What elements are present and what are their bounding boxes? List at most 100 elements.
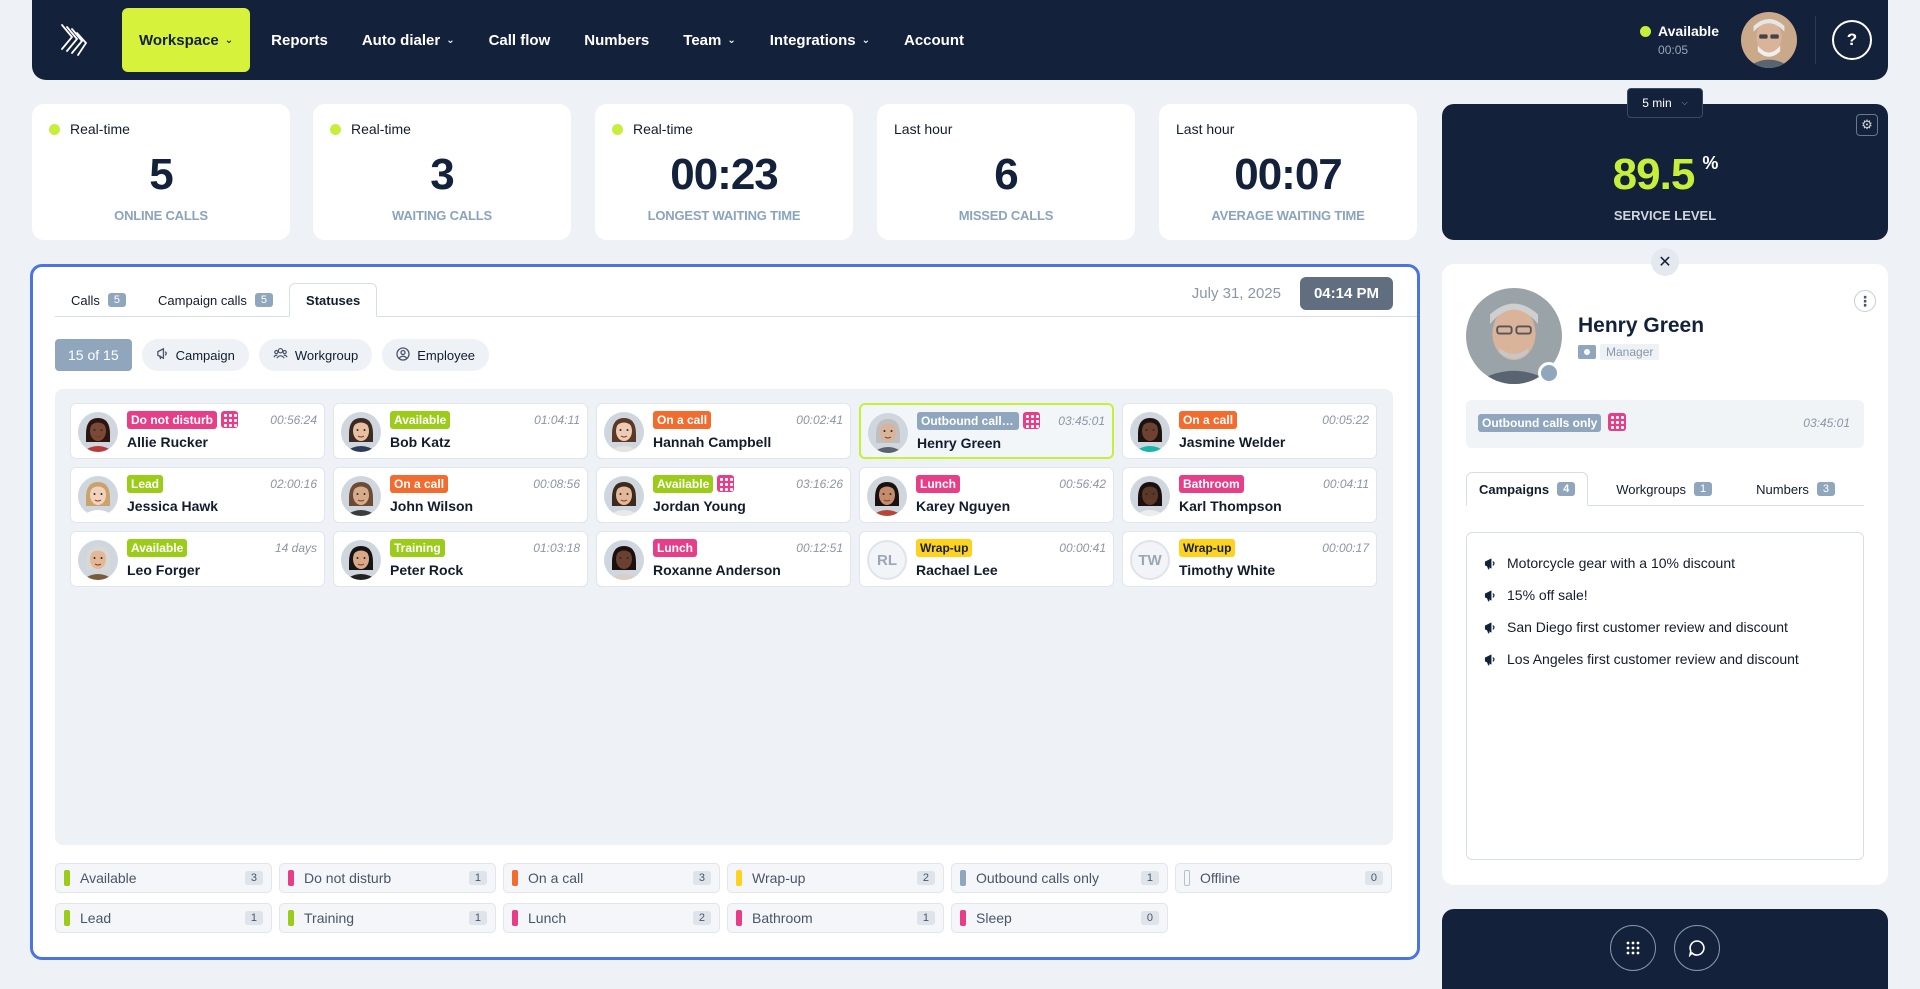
agent-card[interactable]: On a call 00:08:56 John Wilson bbox=[333, 467, 588, 523]
status-color-swatch bbox=[960, 910, 966, 926]
stat-period: Last hour bbox=[894, 121, 952, 137]
dialpad-icon[interactable] bbox=[1610, 925, 1656, 971]
legend-item-sleep[interactable]: Sleep 0 bbox=[951, 903, 1168, 933]
agent-avatar bbox=[78, 476, 118, 516]
legend-label: Available bbox=[80, 870, 137, 886]
status-duration: 00:04:11 bbox=[1323, 477, 1369, 491]
nav-item-call-flow[interactable]: Call flow bbox=[472, 8, 568, 72]
status-duration: 01:04:11 bbox=[534, 413, 580, 427]
agent-card[interactable]: Outbound calls only 03:45:01 Henry Green bbox=[859, 403, 1114, 459]
agent-card[interactable]: Available 14 days Leo Forger bbox=[70, 531, 325, 587]
tab-label: Calls bbox=[71, 292, 100, 308]
stat-card-waiting-calls: Real-time 3 WAITING CALLS bbox=[313, 104, 571, 240]
campaign-name: San Diego first customer review and disc… bbox=[1507, 619, 1788, 635]
panel-tabs: Calls 5 Campaign calls 5 Statuses bbox=[55, 283, 378, 317]
agent-avatar-initials: TW bbox=[1130, 540, 1170, 580]
legend-item-available[interactable]: Available 3 bbox=[55, 863, 272, 893]
nav-item-workspace[interactable]: Workspace ⌄ bbox=[122, 8, 251, 72]
nav-menu: Workspace ⌄ Reports Auto dialer ⌄ Call flow Nu… bbox=[122, 0, 981, 80]
current-user-avatar[interactable] bbox=[1741, 12, 1797, 68]
role-icon bbox=[1578, 345, 1596, 359]
agent-card[interactable]: TW Wrap-up 00:00:17 Timothy White bbox=[1122, 531, 1377, 587]
status-badge: Bathroom bbox=[1179, 475, 1244, 493]
status-badge: Training bbox=[390, 539, 445, 557]
legend-item-on-a-call[interactable]: On a call 3 bbox=[503, 863, 720, 893]
campaign-filter[interactable]: Campaign bbox=[141, 339, 249, 371]
tab-statuses[interactable]: Statuses bbox=[289, 283, 378, 317]
legend-item-outbound-calls-only[interactable]: Outbound calls only 1 bbox=[951, 863, 1168, 893]
tab-divider bbox=[55, 316, 1417, 317]
help-icon[interactable]: ? bbox=[1832, 20, 1872, 60]
agent-avatar bbox=[1130, 476, 1170, 516]
legend-item-lunch[interactable]: Lunch 2 bbox=[503, 903, 720, 933]
legend-label: Wrap-up bbox=[752, 870, 806, 886]
tab-label: Statuses bbox=[306, 292, 361, 308]
campaign-list-item[interactable]: Los Angeles first customer review and di… bbox=[1483, 643, 1847, 675]
close-icon[interactable]: ✕ bbox=[1651, 248, 1679, 276]
agent-card[interactable]: Available 01:04:11 Bob Katz bbox=[333, 403, 588, 459]
legend-item-lead[interactable]: Lead 1 bbox=[55, 903, 272, 933]
tab-calls[interactable]: Calls 5 bbox=[55, 283, 142, 317]
agent-avatar bbox=[604, 412, 644, 452]
legend-item-wrap-up[interactable]: Wrap-up 2 bbox=[727, 863, 944, 893]
stat-caption: MISSED CALLS bbox=[958, 208, 1054, 223]
user-circle-icon bbox=[396, 346, 410, 364]
gear-icon[interactable]: ⚙ bbox=[1856, 114, 1878, 136]
workgroup-filter[interactable]: Workgroup bbox=[258, 339, 373, 371]
stat-value: 6 bbox=[994, 150, 1018, 199]
agent-card[interactable]: Lunch 00:12:51 Roxanne Anderson bbox=[596, 531, 851, 587]
nav-item-integrations[interactable]: Integrations ⌄ bbox=[753, 8, 887, 72]
legend-item-bathroom[interactable]: Bathroom 1 bbox=[727, 903, 944, 933]
agent-name: Hannah Campbell bbox=[653, 434, 772, 450]
legend-item-do-not-disturb[interactable]: Do not disturb 1 bbox=[279, 863, 496, 893]
chat-icon[interactable] bbox=[1674, 925, 1720, 971]
profile-status-dot bbox=[1538, 362, 1560, 384]
agent-card[interactable]: Training 01:03:18 Peter Rock bbox=[333, 531, 588, 587]
profile-role: Manager bbox=[1578, 344, 1660, 360]
agent-name: Jordan Young bbox=[653, 498, 746, 514]
percent-unit: % bbox=[1702, 153, 1718, 173]
nav-item-account[interactable]: Account bbox=[887, 8, 981, 72]
profile-tab-campaigns[interactable]: Campaigns 4 bbox=[1466, 472, 1589, 506]
agent-card[interactable]: RL Wrap-up 00:00:41 Rachael Lee bbox=[859, 531, 1114, 587]
legend-item-offline[interactable]: Offline 0 bbox=[1175, 863, 1392, 893]
stat-value: 00:07 bbox=[1234, 150, 1343, 199]
nav-item-auto-dialer[interactable]: Auto dialer ⌄ bbox=[345, 8, 472, 72]
profile-tab-numbers[interactable]: Numbers 3 bbox=[1740, 472, 1851, 506]
service-level-period-select[interactable]: 5 min ⌵ bbox=[1627, 88, 1703, 118]
logo-icon[interactable] bbox=[54, 20, 94, 60]
employee-filter[interactable]: Employee bbox=[382, 339, 490, 371]
nav-item-team[interactable]: Team ⌄ bbox=[666, 8, 752, 72]
status-color-swatch bbox=[64, 910, 70, 926]
agent-card[interactable]: Lead 02:00:16 Jessica Hawk bbox=[70, 467, 325, 523]
nav-item-reports[interactable]: Reports bbox=[254, 8, 345, 72]
presence-status[interactable]: Available 00:05 bbox=[1640, 23, 1719, 57]
profile-tab-label: Numbers bbox=[1756, 481, 1809, 497]
live-dot-icon bbox=[330, 123, 341, 135]
nav-item-label: Reports bbox=[271, 31, 328, 49]
agent-card[interactable]: Bathroom 00:04:11 Karl Thompson bbox=[1122, 467, 1377, 523]
stat-period: Last hour bbox=[1176, 121, 1234, 137]
nav-item-numbers[interactable]: Numbers bbox=[567, 8, 666, 72]
agent-card[interactable]: On a call 00:02:41 Hannah Campbell bbox=[596, 403, 851, 459]
profile-tab-workgroups[interactable]: Workgroups 1 bbox=[1600, 472, 1728, 506]
legend-item-training[interactable]: Training 1 bbox=[279, 903, 496, 933]
campaign-list-item[interactable]: 15% off sale! bbox=[1483, 579, 1847, 611]
agent-card[interactable]: Lunch 00:56:42 Karey Nguyen bbox=[859, 467, 1114, 523]
campaign-list-item[interactable]: San Diego first customer review and disc… bbox=[1483, 611, 1847, 643]
campaign-name: Los Angeles first customer review and di… bbox=[1507, 651, 1799, 667]
legend-count: 1 bbox=[244, 911, 263, 925]
tab-count: 5 bbox=[107, 293, 127, 307]
agent-card[interactable]: Available 03:16:26 Jordan Young bbox=[596, 467, 851, 523]
status-badge: Lunch bbox=[653, 539, 697, 557]
agent-card[interactable]: On a call 00:05:22 Jasmine Welder bbox=[1122, 403, 1377, 459]
campaign-list-item[interactable]: Motorcycle gear with a 10% discount bbox=[1483, 547, 1847, 579]
legend-count: 2 bbox=[916, 871, 935, 885]
tab-campaign-calls[interactable]: Campaign calls 5 bbox=[142, 283, 289, 317]
more-options-icon[interactable]: ⋮ bbox=[1854, 290, 1876, 312]
agent-card[interactable]: Do not disturb 00:56:24 Allie Rucker bbox=[70, 403, 325, 459]
workgroup-filter-label: Workgroup bbox=[294, 347, 359, 363]
legend-label: Bathroom bbox=[752, 910, 813, 926]
chevron-down-icon: ⌄ bbox=[727, 34, 736, 46]
profile-tabs: Campaigns 4 Workgroups 1 Numbers 3 bbox=[1466, 472, 1851, 506]
